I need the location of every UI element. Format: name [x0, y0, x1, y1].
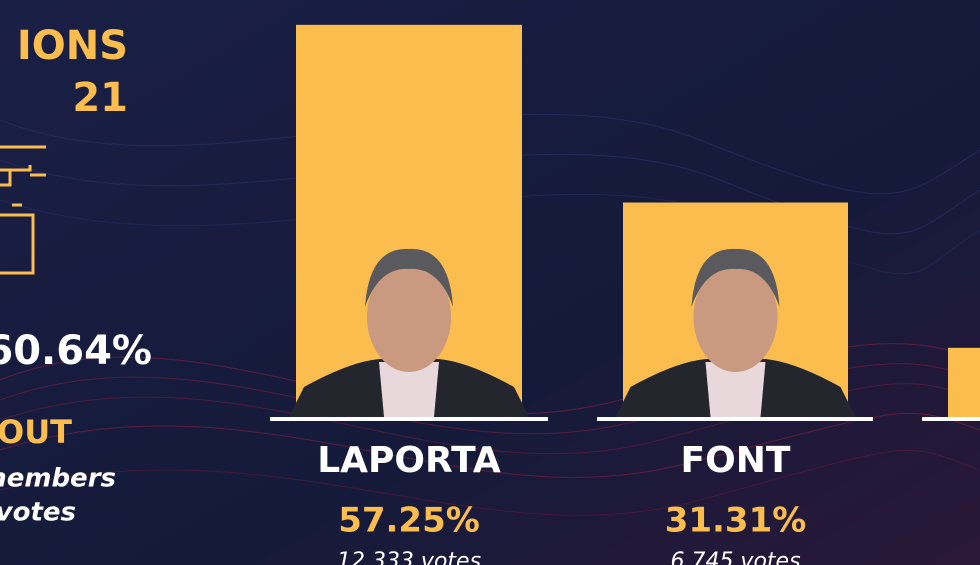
photo-shirt	[379, 362, 439, 417]
photo-face	[367, 262, 451, 372]
photo-face	[693, 262, 778, 372]
turnout-note: votes	[0, 498, 76, 528]
candidate-photo	[615, 248, 856, 417]
turnout-label: OUT	[0, 413, 72, 451]
value-label: 31.31%	[665, 501, 807, 541]
value-label: 57.25%	[338, 501, 480, 541]
candidate-name: FONT	[681, 440, 791, 481]
turnout-note: members	[0, 464, 116, 494]
title-line: IONS	[17, 23, 128, 69]
turnout-value: 60.64%	[0, 328, 152, 374]
title-line: 21	[72, 75, 128, 121]
ballot-icon	[0, 145, 46, 275]
bar	[948, 347, 980, 417]
background-waves	[0, 113, 980, 516]
photo-shirt	[705, 362, 766, 417]
vote-label: 6,745 votes	[670, 549, 800, 565]
photo-hair	[691, 248, 780, 307]
vote-label: 12,333 votes	[337, 549, 481, 565]
photo-hair	[365, 248, 453, 307]
candidate-name: LAPORTA	[317, 440, 501, 481]
candidate-photo	[289, 248, 529, 417]
